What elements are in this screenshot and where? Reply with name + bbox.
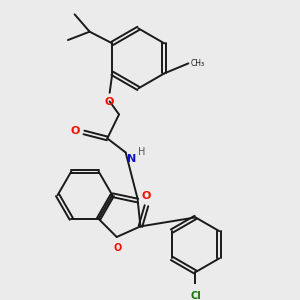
- Text: O: O: [114, 243, 122, 253]
- Text: CH₃: CH₃: [190, 59, 205, 68]
- Text: Cl: Cl: [190, 292, 201, 300]
- Text: O: O: [142, 191, 151, 201]
- Text: O: O: [70, 126, 80, 136]
- Text: O: O: [104, 97, 114, 107]
- Text: N: N: [127, 154, 136, 164]
- Text: H: H: [138, 147, 146, 157]
